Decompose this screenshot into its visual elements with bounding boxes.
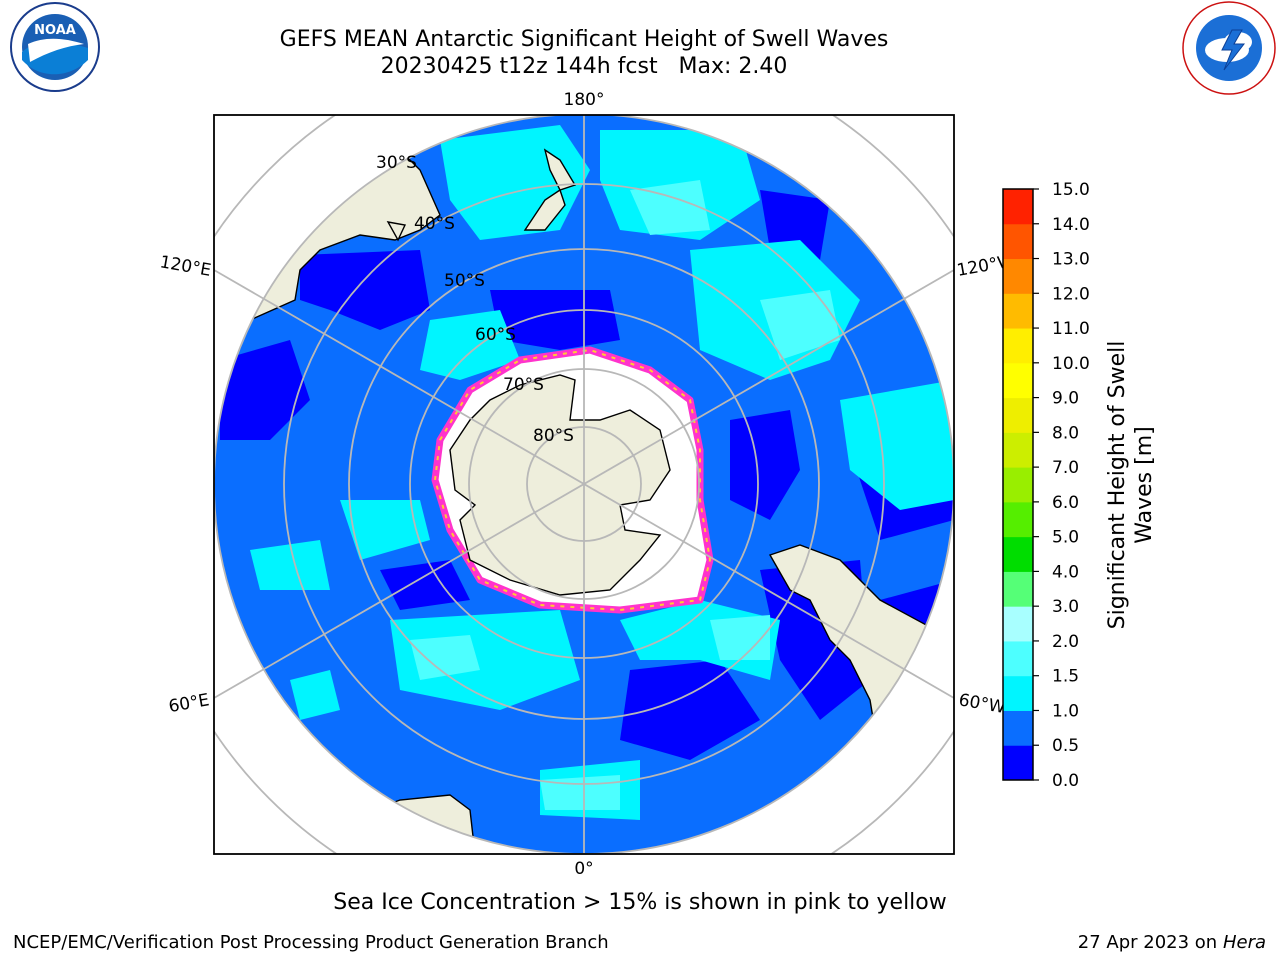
footer-date: 27 Apr 2023 on Hera xyxy=(1078,932,1266,953)
sea-ice-note: Sea Ice Concentration > 15% is shown in … xyxy=(333,890,947,915)
noaa-logo-text: NOAA xyxy=(34,23,76,38)
colorbar-segment xyxy=(1003,328,1033,364)
lat-label-70: 70°S xyxy=(503,375,544,395)
colorbar-segment xyxy=(1003,189,1033,225)
new-zealand-north xyxy=(543,148,577,191)
chart-title-line1: GEFS MEAN Antarctic Significant Height o… xyxy=(279,27,889,52)
colorbar-tick-label: 9.0 xyxy=(1052,389,1079,409)
colorbar-tick-label: 12.0 xyxy=(1052,284,1090,304)
colorbar-segment xyxy=(1003,293,1033,329)
lat-label-80: 80°S xyxy=(533,426,574,446)
footer-machine: Hera xyxy=(1222,932,1266,953)
footer-date-text: 27 Apr 2023 on xyxy=(1077,932,1223,953)
colorbar-tick-label: 0.5 xyxy=(1052,736,1079,756)
lat-label-30: 30°S xyxy=(376,153,417,173)
colorbar-tick-label: 5.0 xyxy=(1052,528,1079,548)
colorbar-label-line2: Waves [m] xyxy=(1132,426,1157,543)
tasmania xyxy=(386,221,407,242)
new-zealand-south xyxy=(523,188,566,231)
colorbar-tick-label: 10.0 xyxy=(1052,354,1090,374)
colorbar-segment xyxy=(1003,432,1033,468)
lon-label-bottom: 0° xyxy=(574,859,593,879)
colorbar-segment xyxy=(1003,710,1033,746)
colorbar-tick-label: 1.5 xyxy=(1052,667,1079,687)
latitude-labels: 30°S 40°S 50°S 60°S 70°S 80°S xyxy=(376,153,574,446)
colorbar-tick-label: 6.0 xyxy=(1052,493,1079,513)
swell-field-high xyxy=(410,180,840,810)
colorbar-tick-label: 14.0 xyxy=(1052,215,1090,235)
colorbar-segment xyxy=(1003,606,1033,642)
noaa-logo: NOAA xyxy=(10,2,100,92)
colorbar-label-line1: Significant Height of Swell xyxy=(1105,341,1130,630)
colorbar-segment xyxy=(1003,571,1033,607)
colorbar-tick-label: 8.0 xyxy=(1052,423,1079,443)
footer-branch: NCEP/EMC/Verification Post Processing Pr… xyxy=(13,932,609,953)
colorbar-tick-label: 1.0 xyxy=(1052,701,1079,721)
colorbar-segment xyxy=(1003,745,1033,781)
colorbar-segment xyxy=(1003,223,1033,260)
graticule xyxy=(214,115,954,854)
antarctica xyxy=(449,374,671,596)
colorbar-segment xyxy=(1003,640,1033,677)
colorbar-tick-label: 0.0 xyxy=(1052,771,1079,791)
nws-logo xyxy=(1182,1,1276,95)
colorbar-tick-label: 11.0 xyxy=(1052,319,1090,339)
colorbar-tick-label: 4.0 xyxy=(1052,562,1079,582)
colorbar-tick-label: 15.0 xyxy=(1052,180,1090,200)
lat-label-60: 60°S xyxy=(475,325,516,345)
colorbar-tick-label: 3.0 xyxy=(1052,597,1079,617)
lon-label-lower-right: 60°W xyxy=(957,690,1007,718)
colorbar-segment xyxy=(1003,362,1033,399)
colorbar-segment xyxy=(1003,501,1033,538)
colorbar: 0.0 0.5 1.0 1.5 2.0 3.0 4.0 5.0 6.0 7.0 8.0 9.0 10.0… xyxy=(1003,180,1090,791)
colorbar-segment xyxy=(1003,258,1033,294)
colorbar-segment xyxy=(1003,467,1033,503)
colorbar-tick-label: 7.0 xyxy=(1052,458,1079,478)
colorbar-tick-label: 2.0 xyxy=(1052,632,1079,652)
colorbar-frame xyxy=(1002,188,1034,781)
lat-label-40: 40°S xyxy=(414,214,455,234)
colorbar-segment xyxy=(1003,397,1033,433)
lon-label-upper-left: 120°E xyxy=(158,252,212,281)
chart-title-line2: 20230425 t12z 144h fcst Max: 2.40 xyxy=(380,54,788,79)
map-frame xyxy=(213,114,955,855)
lon-label-top: 180° xyxy=(564,90,605,110)
colorbar-segment xyxy=(1003,536,1033,572)
colorbar-segment xyxy=(1003,675,1033,711)
lon-label-lower-left: 60°E xyxy=(167,690,211,717)
lat-label-50: 50°S xyxy=(444,271,485,291)
colorbar-tick-label: 13.0 xyxy=(1052,250,1090,270)
